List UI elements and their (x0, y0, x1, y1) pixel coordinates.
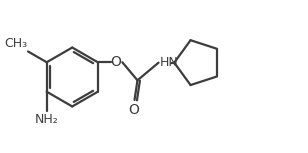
Text: O: O (110, 55, 121, 69)
Text: CH₃: CH₃ (4, 37, 27, 50)
Text: O: O (128, 103, 139, 117)
Text: HN: HN (160, 56, 178, 69)
Text: NH₂: NH₂ (35, 113, 59, 126)
